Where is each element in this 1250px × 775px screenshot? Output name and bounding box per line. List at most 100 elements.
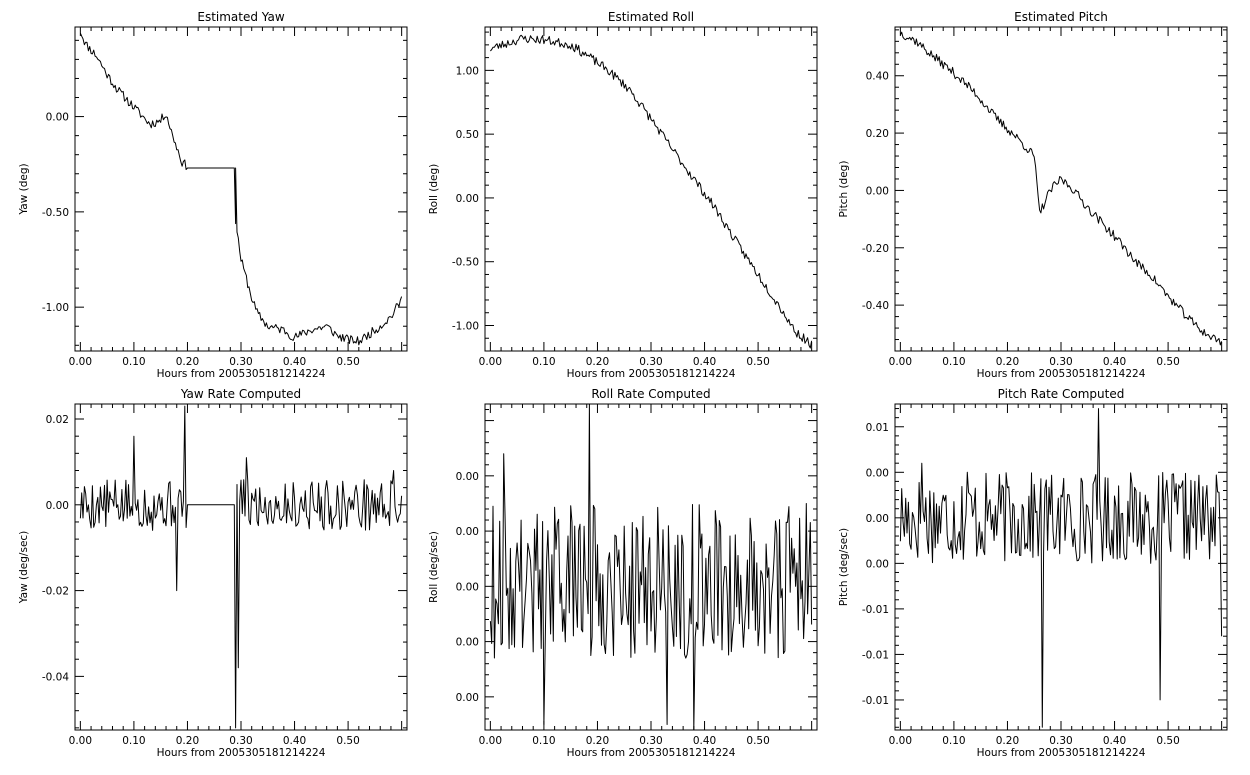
- y-tick-label: -0.20: [862, 243, 889, 255]
- x-tick-label: 0.00: [479, 735, 502, 747]
- y-tick-label: -1.00: [452, 320, 479, 332]
- panel-title: Estimated Yaw: [197, 10, 284, 24]
- x-tick-label: 0.40: [693, 356, 716, 368]
- y-tick-label: 0.00: [866, 558, 889, 570]
- plot-frame: [484, 26, 818, 352]
- y-tick-label: 0.00: [866, 513, 889, 525]
- x-tick-label: 0.30: [639, 356, 662, 368]
- plot-frame: [74, 403, 408, 731]
- x-tick-label: 0.10: [122, 356, 145, 368]
- y-axis-label: Pitch (deg): [838, 161, 850, 218]
- panel-5: 0.00 0.10 0.20 0.30 0.40 0.50 0.00 0.00 0.00 0.00…: [428, 387, 818, 759]
- series-line: [899, 408, 1223, 728]
- y-tick-label: 1.00: [456, 65, 479, 77]
- x-tick-label: 0.10: [122, 735, 145, 747]
- series-line: [490, 34, 813, 349]
- y-axis-label: Yaw (deg): [18, 163, 30, 215]
- y-tick-label: -0.04: [42, 671, 69, 683]
- y-tick-label: 0.00: [46, 112, 69, 124]
- y-tick-label: 0.40: [866, 71, 889, 83]
- x-tick-label: 0.00: [889, 356, 912, 368]
- x-tick-label: 0.20: [586, 735, 609, 747]
- x-tick-label: 0.10: [532, 356, 555, 368]
- x-tick-label: 0.30: [1049, 735, 1072, 747]
- x-tick-label: 0.00: [69, 356, 92, 368]
- y-tick-label: 0.01: [866, 422, 889, 434]
- x-tick-label: 0.20: [586, 356, 609, 368]
- panel-1: 0.00 0.10 0.20 0.30 0.40 0.50 0.00 -0.50 -1.00 Es…: [18, 10, 408, 380]
- plot-frame: [74, 26, 408, 352]
- y-tick-label: 0.00: [46, 500, 69, 512]
- x-tick-label: 0.10: [942, 356, 965, 368]
- x-tick-label: 0.50: [746, 735, 769, 747]
- y-tick-label: -0.50: [42, 207, 69, 219]
- x-tick-label: 0.20: [996, 735, 1019, 747]
- x-tick-label: 0.20: [176, 356, 199, 368]
- x-tick-label: 0.10: [942, 735, 965, 747]
- y-tick-label: -0.01: [862, 695, 889, 707]
- y-tick-label: 0.00: [456, 637, 479, 649]
- x-tick-label: 0.10: [532, 735, 555, 747]
- x-tick-label: 0.00: [69, 735, 92, 747]
- panel-title: Yaw Rate Computed: [180, 387, 301, 401]
- y-tick-label: 0.20: [866, 128, 889, 140]
- y-axis-label: Roll (deg/sec): [428, 531, 440, 603]
- x-tick-label: 0.30: [639, 735, 662, 747]
- x-tick-label: 0.40: [1103, 735, 1126, 747]
- y-tick-label: -0.01: [862, 604, 889, 616]
- y-tick-label: 0.00: [456, 526, 479, 538]
- y-tick-label: -0.01: [862, 649, 889, 661]
- x-tick-label: 0.30: [229, 356, 252, 368]
- series-line: [899, 31, 1223, 346]
- x-tick-label: 0.20: [176, 735, 199, 747]
- x-tick-label: 0.50: [1156, 356, 1179, 368]
- x-tick-label: 0.00: [889, 735, 912, 747]
- y-tick-label: 0.00: [866, 467, 889, 479]
- panel-title: Estimated Roll: [608, 10, 694, 24]
- series-line: [489, 403, 813, 731]
- x-tick-label: 0.50: [1156, 735, 1179, 747]
- panel-2: 0.00 0.10 0.20 0.30 0.40 0.50 1.00 0.50 0.00 -0.5…: [428, 10, 818, 380]
- plot-frame: [894, 403, 1228, 731]
- x-tick-label: 0.30: [1049, 356, 1072, 368]
- x-axis-label: Hours from 20053051812142​24: [567, 747, 736, 759]
- y-axis-label: Roll (deg): [428, 164, 440, 214]
- panel-4: 0.00 0.10 0.20 0.30 0.40 0.50 0.02 0.00 -0.02 -0.…: [18, 387, 408, 759]
- panel-title: Estimated Pitch: [1014, 10, 1108, 24]
- y-tick-label: 0.00: [866, 185, 889, 197]
- x-tick-label: 0.50: [336, 735, 359, 747]
- x-tick-label: 0.40: [283, 356, 306, 368]
- series-line: [79, 33, 403, 346]
- x-axis-label: Hours from 20053051812142​24: [157, 747, 326, 759]
- x-tick-label: 0.00: [479, 356, 502, 368]
- panel-title: Roll Rate Computed: [591, 387, 710, 401]
- x-tick-label: 0.40: [1103, 356, 1126, 368]
- panel-6: 0.00 0.10 0.20 0.30 0.40 0.50 0.01 0.00 0.00 0.00…: [838, 387, 1228, 759]
- y-tick-label: -0.40: [862, 300, 889, 312]
- series-line: [79, 405, 403, 729]
- x-axis-label: Hours from 20053051812142​24: [977, 747, 1146, 759]
- x-tick-label: 0.20: [996, 356, 1019, 368]
- panel-title: Pitch Rate Computed: [998, 387, 1125, 401]
- y-tick-label: 0.00: [456, 471, 479, 483]
- y-tick-label: 0.00: [456, 581, 479, 593]
- y-tick-label: 0.00: [456, 692, 479, 704]
- x-tick-label: 0.30: [229, 735, 252, 747]
- y-axis-label: Pitch (deg/sec): [838, 528, 850, 606]
- y-tick-label: 0.02: [46, 414, 69, 426]
- y-tick-label: -0.02: [42, 586, 69, 598]
- panel-3: 0.00 0.10 0.20 0.30 0.40 0.50 0.40 0.20 0.00 -0.2…: [838, 10, 1228, 380]
- x-tick-label: 0.50: [746, 356, 769, 368]
- plot-frame: [894, 26, 1228, 352]
- x-tick-label: 0.40: [283, 735, 306, 747]
- y-tick-label: -1.00: [42, 302, 69, 314]
- x-tick-label: 0.40: [693, 735, 716, 747]
- x-axis-label: Hours from 20053051812142​24: [567, 368, 736, 380]
- x-axis-label: Hours from 20053051812142​24: [977, 368, 1146, 380]
- x-tick-label: 0.50: [336, 356, 359, 368]
- y-axis-label: Yaw (deg/sec): [18, 531, 30, 605]
- y-tick-label: 0.00: [456, 193, 479, 205]
- x-axis-label: Hours from 20053051812142​24: [157, 368, 326, 380]
- y-tick-label: -0.50: [452, 257, 479, 269]
